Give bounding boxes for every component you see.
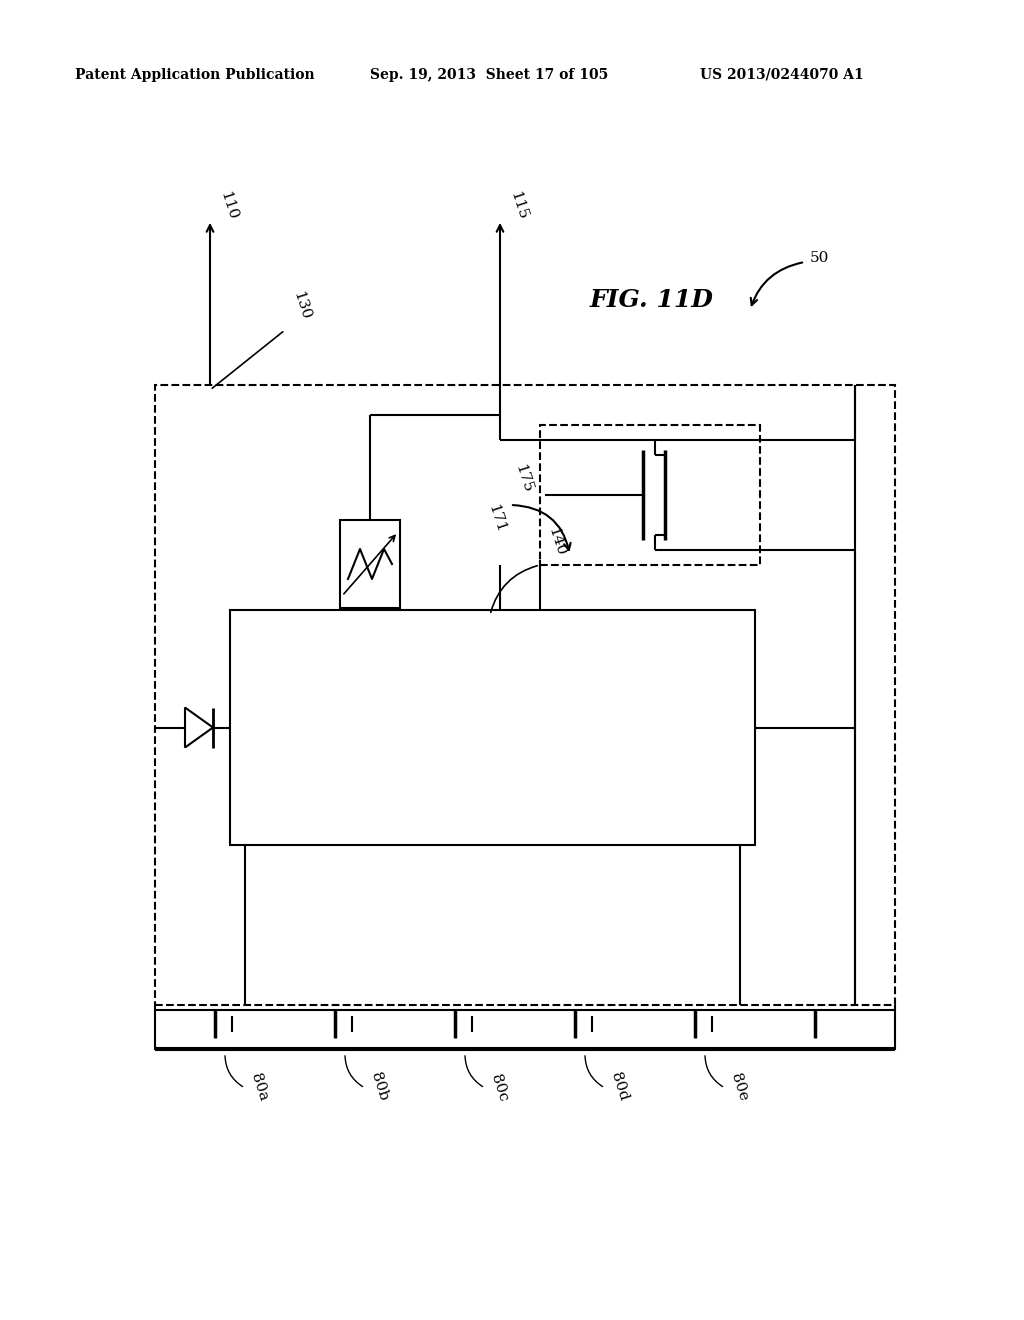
Text: 110: 110	[217, 190, 240, 222]
Text: 140: 140	[545, 525, 567, 558]
Text: 80e: 80e	[728, 1072, 751, 1104]
Bar	[230, 610, 755, 845]
Text: 130: 130	[290, 290, 312, 322]
Bar	[540, 425, 760, 565]
Text: 115: 115	[507, 190, 529, 222]
Text: FIG. 11D: FIG. 11D	[590, 288, 714, 312]
Text: 171: 171	[485, 503, 507, 535]
Bar	[155, 385, 895, 1005]
Text: 80d: 80d	[608, 1071, 631, 1104]
Text: 80a: 80a	[248, 1072, 270, 1104]
Bar	[340, 520, 400, 609]
Text: 50: 50	[810, 251, 829, 265]
Text: 175: 175	[512, 463, 535, 495]
Text: Sep. 19, 2013  Sheet 17 of 105: Sep. 19, 2013 Sheet 17 of 105	[370, 69, 608, 82]
Text: 80c: 80c	[488, 1072, 510, 1104]
Text: US 2013/0244070 A1: US 2013/0244070 A1	[700, 69, 864, 82]
Text: Patent Application Publication: Patent Application Publication	[75, 69, 314, 82]
Text: 80b: 80b	[368, 1071, 390, 1104]
